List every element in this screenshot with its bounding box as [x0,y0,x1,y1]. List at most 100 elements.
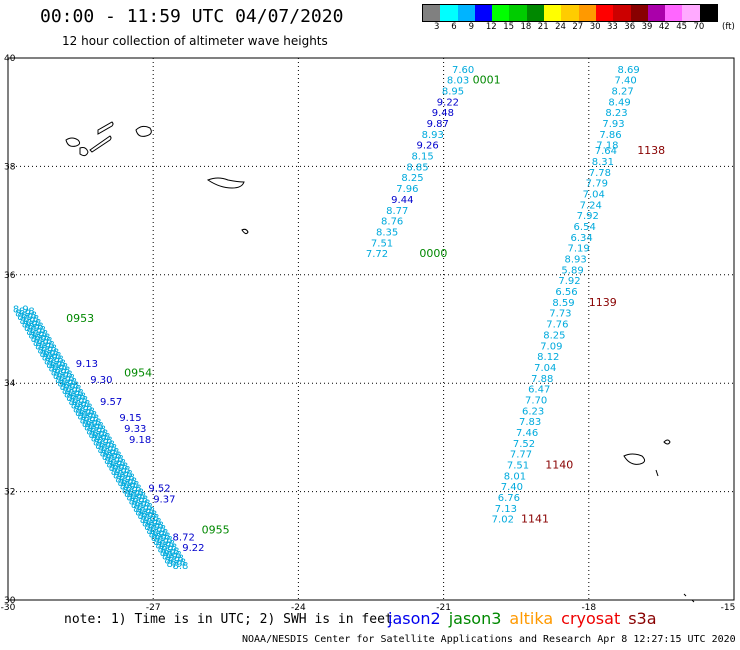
swath-mark: 8.8 [23,314,39,325]
color-swatch-8 [561,5,579,21]
satellite-jason3: jason3 [448,609,502,628]
footer-note: note: 1) Time is in UTC; 2) SWH is in fe… [64,612,393,627]
track-value: 6.47 [528,385,550,396]
swath-mark: 8.9 [37,345,53,356]
lon-tick-label: -27 [146,603,161,613]
lat-tick-label: 34 [4,379,16,389]
track-value: 8.76 [381,217,403,228]
swath-mark: 8.9 [53,371,69,382]
swath-mark: 8.8 [166,550,182,561]
island-pico [135,125,152,137]
track-value: 8.35 [376,227,398,238]
swath-mark: 8.8 [54,366,70,377]
swath-mark: 8.9 [22,319,38,330]
lat-tick-label: 36 [4,271,16,281]
track-value: 8.95 [442,87,464,98]
swath-mark: 8.8 [115,465,131,476]
swath-mark: 8.8 [28,321,44,332]
swath-mark: 8.9 [55,375,71,386]
label-1140: 1140 [545,459,573,472]
color-swatch-3 [474,5,493,21]
swath-mark: 8.9 [28,331,44,342]
swath-mark: 8.8 [103,447,119,458]
swath-mark: 8.9 [155,541,171,552]
island-desertas [655,469,659,477]
track-value: 8.03 [447,76,469,87]
swath-mark: 8.8 [126,484,142,495]
track-value: 8.93 [564,255,586,266]
swath-mark: 8.8 [110,458,126,469]
track-value: 8.15 [411,152,433,163]
color-scale-label: 42 [658,22,670,32]
swath-mark: 8.8 [95,432,111,443]
swath-mark: 8.9 [120,482,136,493]
swath-mark: 8.9 [144,522,160,533]
swath-mark: 8.9 [75,408,91,419]
swath-mark: 8.8 [148,521,164,532]
color-scale-labels: 3 6 9 12 15 18 21 24 27 30 33 36 39 42 45 70 (ft) [422,22,740,34]
swath-mark: 8.8 [164,546,180,557]
track-value: 6.23 [522,406,544,417]
swath-mark: 8.8 [26,318,42,329]
swath-mark: 8.9 [82,419,98,430]
swath-mark: 8.8 [48,355,64,366]
swath-mark: 8.8 [79,406,95,417]
track-value: 7.51 [507,461,529,472]
map-grid [7,57,735,601]
swath-mark: 8.8 [57,369,73,380]
lon-tick-label: -18 [581,603,596,613]
swath-mark: 8.9 [44,356,60,367]
track-value: 6.76 [498,493,520,504]
color-scale-label: 70 [693,22,705,32]
track-value: 7.09 [540,341,562,352]
swath-value: 9.52 [148,484,170,495]
label-1139: 1139 [589,296,617,309]
swath-mark: 8.9 [17,312,33,323]
island-graciosa [89,135,112,153]
swath-mark: 8.8 [41,344,57,355]
swath-mark: 8.9 [31,334,47,345]
swath-mark: 8.9 [131,500,147,511]
swath-mark: 8.8 [161,543,177,554]
swath-mark: 8.8 [19,307,35,318]
swath-mark: 8.8 [130,491,146,502]
swath-mark: 8.8 [119,473,135,484]
swath-mark: 8.8 [132,495,148,506]
track-value: 7.64 [595,146,617,157]
swath-mark: 8.8 [88,421,104,432]
swath-mark: 8.8 [121,476,137,487]
swath-mark: 8.9 [86,426,102,437]
swath-mark: 8.8 [99,439,115,450]
swath-mark: 8.8 [77,403,93,414]
color-scale-label: 33 [607,22,618,32]
swath-mark: 8.9 [135,507,151,518]
swath-mark: 8.8 [52,362,68,373]
swath-mark: 8.8 [172,561,188,572]
satellite-jason2: jason2 [388,609,441,628]
swath-mark: 8.8 [97,436,113,447]
color-swatch-12 [630,5,648,21]
swath-value: 8.72 [173,532,195,543]
satellite-legend: jason2 jason3 altika cryosat s3a [388,609,665,628]
swath-mark: 8.8 [137,502,153,513]
swath-mark: 8.9 [102,452,118,463]
swath-mark: 8.8 [112,462,128,473]
track-value: 8.31 [592,157,614,168]
swath-mark: 8.8 [30,325,46,336]
track-value: 7.52 [513,439,535,450]
color-swatch-7 [544,5,562,21]
track-value: 9.26 [417,141,439,152]
swath-mark: 8.8 [70,392,86,403]
swath-mark: 8.8 [135,498,151,509]
track-value: 7.77 [510,450,532,461]
color-scale-label: 36 [624,22,636,32]
track-value: 7.78 [589,168,611,179]
swath-mark: 8.8 [72,395,88,406]
color-swatch-6 [526,5,545,21]
track-value: 7.60 [452,65,474,76]
swath-mark: 8.9 [149,530,165,541]
swath-mark: 8.8 [46,351,62,362]
color-scale-label: 24 [555,22,566,32]
swath-mark: 8.9 [66,393,82,404]
credit-line: NOAA/NESDIS Center for Satellite Applica… [242,634,736,645]
